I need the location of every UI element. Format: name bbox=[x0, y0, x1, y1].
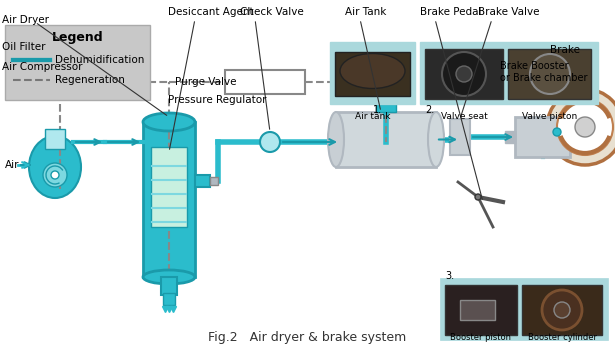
Text: Air Compressor: Air Compressor bbox=[2, 62, 82, 72]
Bar bbox=[522, 285, 602, 335]
Text: Desiccant Agent: Desiccant Agent bbox=[168, 7, 253, 17]
Circle shape bbox=[43, 163, 67, 187]
Text: Air tank: Air tank bbox=[355, 112, 391, 121]
Bar bbox=[508, 49, 591, 99]
Text: Booster cylinder: Booster cylinder bbox=[528, 333, 597, 342]
Bar bbox=[210, 177, 218, 185]
Text: Air: Air bbox=[5, 160, 20, 170]
Circle shape bbox=[557, 99, 613, 155]
Circle shape bbox=[542, 290, 582, 330]
Circle shape bbox=[260, 132, 280, 152]
Bar bbox=[225, 70, 305, 94]
Text: Brake: Brake bbox=[550, 45, 580, 55]
Text: 1.: 1. bbox=[373, 105, 382, 115]
Ellipse shape bbox=[340, 54, 405, 88]
Circle shape bbox=[547, 89, 615, 165]
Text: Air Tank: Air Tank bbox=[345, 7, 386, 17]
Circle shape bbox=[51, 171, 59, 179]
Text: Oil Filter: Oil Filter bbox=[2, 42, 46, 52]
Text: Booster piston: Booster piston bbox=[450, 333, 510, 342]
Bar bbox=[445, 285, 517, 335]
Text: Purge Valve: Purge Valve bbox=[175, 77, 237, 87]
Text: 2.: 2. bbox=[425, 105, 434, 115]
Text: Pressure Regulator: Pressure Regulator bbox=[168, 95, 266, 105]
Bar bbox=[515, 117, 570, 157]
Bar bbox=[376, 104, 396, 112]
Circle shape bbox=[456, 66, 472, 82]
Bar bbox=[425, 49, 503, 99]
Ellipse shape bbox=[328, 112, 344, 167]
Text: Legend: Legend bbox=[52, 31, 103, 44]
Bar bbox=[151, 147, 187, 227]
Ellipse shape bbox=[143, 113, 195, 131]
Text: Dehumidification: Dehumidification bbox=[55, 55, 145, 65]
Circle shape bbox=[530, 54, 570, 94]
Ellipse shape bbox=[428, 112, 444, 167]
Bar bbox=[460, 300, 495, 320]
Bar bbox=[5, 25, 150, 100]
Circle shape bbox=[475, 194, 481, 200]
Text: Brake Valve: Brake Valve bbox=[478, 7, 539, 17]
Text: Valve seat: Valve seat bbox=[440, 112, 487, 121]
Bar bbox=[330, 42, 415, 104]
Bar bbox=[336, 112, 436, 167]
Text: 3.: 3. bbox=[445, 271, 454, 281]
Ellipse shape bbox=[143, 270, 195, 284]
Circle shape bbox=[575, 117, 595, 137]
Bar bbox=[143, 122, 195, 277]
Text: Air Dryer: Air Dryer bbox=[2, 15, 49, 25]
Bar bbox=[505, 131, 515, 143]
Circle shape bbox=[442, 52, 486, 96]
Ellipse shape bbox=[29, 136, 81, 198]
Bar bbox=[195, 175, 210, 187]
Circle shape bbox=[554, 302, 570, 318]
Bar bbox=[335, 52, 410, 96]
Circle shape bbox=[553, 128, 561, 136]
Bar bbox=[450, 119, 470, 155]
Text: Brake Booster
or Brake chamber: Brake Booster or Brake chamber bbox=[500, 61, 587, 83]
Bar bbox=[420, 42, 598, 104]
Text: Regeneration: Regeneration bbox=[55, 75, 125, 85]
Text: Valve piston: Valve piston bbox=[522, 112, 577, 121]
Bar bbox=[161, 277, 177, 295]
Text: Fig.2   Air dryer & brake system: Fig.2 Air dryer & brake system bbox=[208, 331, 407, 344]
Bar bbox=[163, 293, 175, 305]
Text: Check Valve: Check Valve bbox=[240, 7, 304, 17]
Bar bbox=[440, 278, 608, 340]
Bar bbox=[45, 129, 65, 149]
Text: Brake Pedal: Brake Pedal bbox=[420, 7, 482, 17]
